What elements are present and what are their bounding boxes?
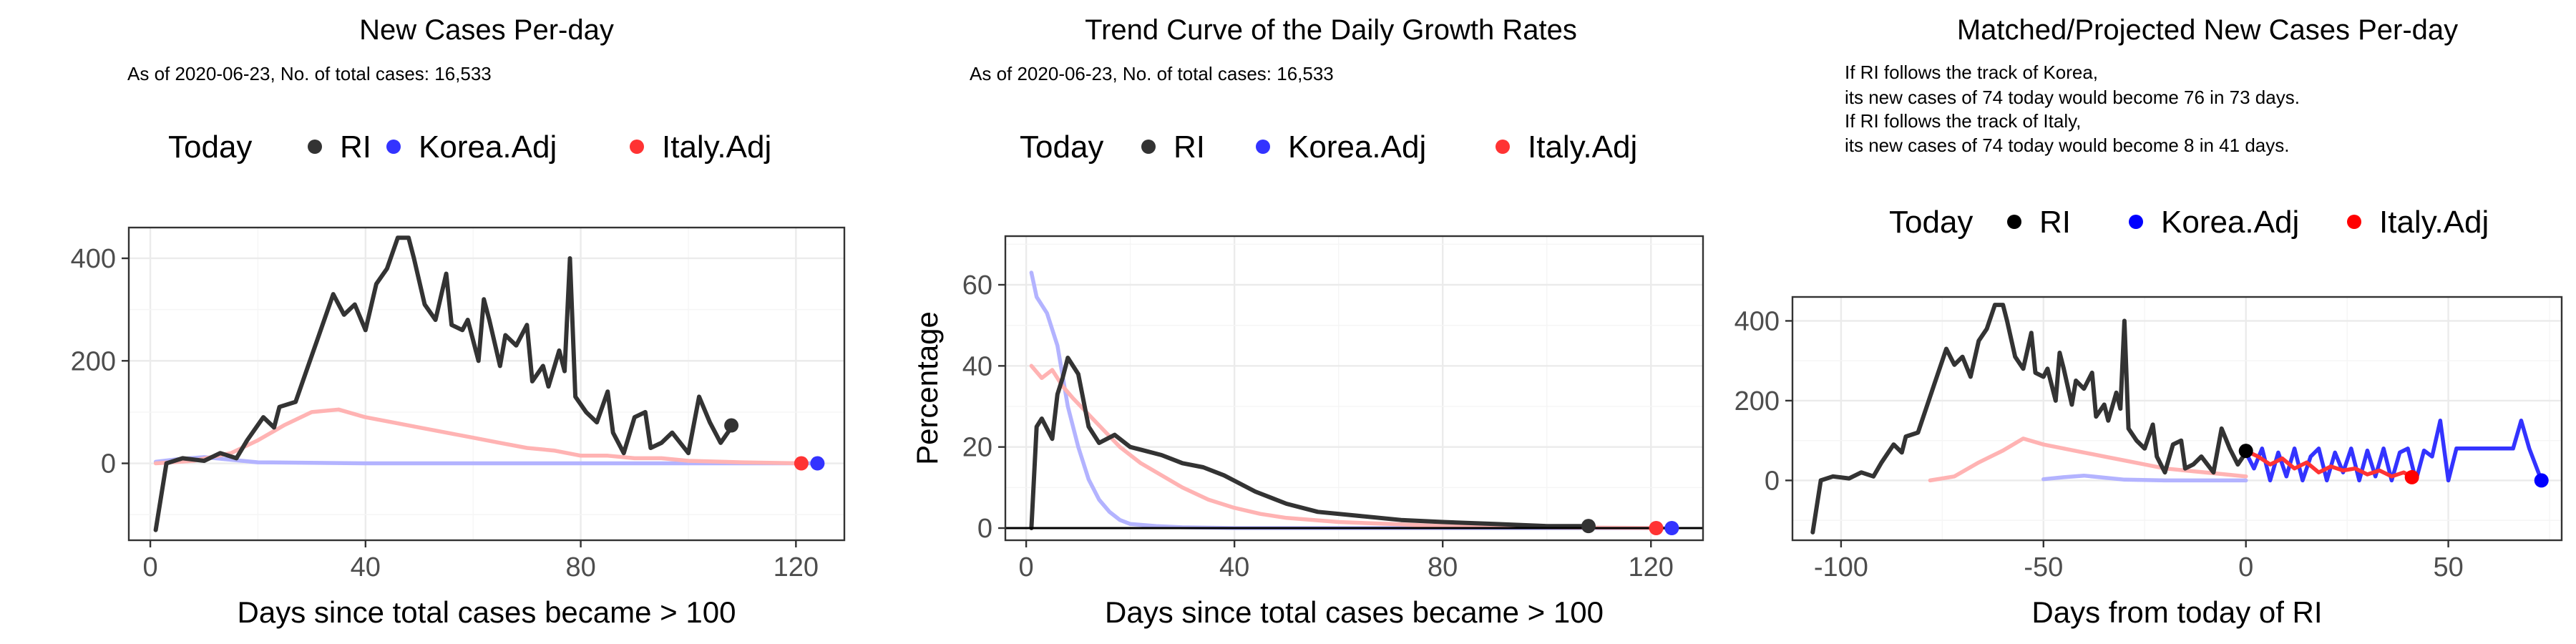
chart-note: If RI follows the track of Korea, <box>1845 62 2098 83</box>
x-tick-label: 40 <box>351 552 381 582</box>
chart-note: If RI follows the track of Italy, <box>1845 110 2081 132</box>
series-line <box>153 235 734 532</box>
today-marker <box>810 456 825 471</box>
chart-title: Trend Curve of the Daily Growth Rates <box>1085 14 1577 46</box>
x-tick-label: 0 <box>143 552 158 582</box>
y-tick-label: 20 <box>962 433 992 463</box>
legend-label: Korea.Adj <box>2161 205 2299 240</box>
today-marker <box>2534 473 2549 488</box>
x-tick-label: 80 <box>565 552 595 582</box>
series-line <box>1810 303 2248 535</box>
today-marker <box>1581 519 1596 534</box>
x-tick-label: 0 <box>2238 552 2253 582</box>
chart-note: its new cases of 74 today would become 7… <box>1845 87 2300 108</box>
x-axis-title: Days from today of RI <box>2031 595 2322 629</box>
series-line <box>2041 473 2248 483</box>
chart-note: its new cases of 74 today would become 8… <box>1845 135 2289 156</box>
y-tick-label: 200 <box>71 346 116 376</box>
series-line <box>153 407 804 466</box>
today-marker <box>2404 469 2419 484</box>
chart-title: New Cases Per-day <box>359 14 614 46</box>
x-tick-label: 40 <box>1219 552 1249 582</box>
today-marker <box>724 418 739 433</box>
plot-border <box>1004 235 1704 542</box>
series-line <box>2243 449 2414 479</box>
chart-panel-1: New Cases Per-day As of 2020-06-23, No. o… <box>71 14 846 629</box>
legend-key <box>1141 140 1156 154</box>
legend-key <box>630 140 644 154</box>
chart-subtitle: As of 2020-06-23, No. of total cases: 16… <box>970 63 1334 84</box>
chart-title: Matched/Projected New Cases Per-day <box>1957 14 2458 46</box>
legend-title: Today <box>168 130 252 165</box>
today-marker <box>1649 521 1664 535</box>
y-tick-label: 0 <box>1765 466 1780 496</box>
y-tick-label: 200 <box>1735 386 1780 416</box>
legend-key <box>2347 215 2361 229</box>
y-tick-label: 0 <box>101 449 116 479</box>
legend-label: RI <box>340 130 371 165</box>
today-marker <box>2238 444 2253 459</box>
y-tick-label: 400 <box>1735 306 1780 336</box>
legend-label: Italy.Adj <box>662 130 771 165</box>
x-tick-label: 120 <box>774 552 819 582</box>
x-axis-title: Days since total cases became > 100 <box>238 595 736 629</box>
legend-label: Korea.Adj <box>1288 130 1426 165</box>
legend-key <box>1256 140 1270 154</box>
legend-key <box>308 140 322 154</box>
x-tick-label: 50 <box>2433 552 2463 582</box>
plot-border <box>127 226 846 542</box>
plot-background <box>1005 236 1703 540</box>
legend-title: Today <box>1889 205 1973 240</box>
plot-background <box>1792 297 2562 540</box>
legend-key <box>386 140 401 154</box>
y-tick-label: 400 <box>71 244 116 274</box>
plot-border <box>1791 296 2563 542</box>
today-marker <box>794 456 809 471</box>
y-tick-label: 0 <box>977 514 992 544</box>
y-tick-label: 40 <box>962 351 992 381</box>
series-line <box>2243 419 2544 483</box>
plot-background <box>129 228 844 540</box>
legend-key <box>2129 215 2143 229</box>
legend-label: RI <box>1174 130 1205 165</box>
legend-title: Today <box>1020 130 1103 165</box>
x-tick-label: 0 <box>1019 552 1034 582</box>
y-tick-label: 60 <box>962 270 992 301</box>
series-line <box>1928 436 2248 483</box>
chart-panel-2: Trend Curve of the Daily Growth Rates As … <box>910 14 1704 629</box>
legend-label: RI <box>2039 205 2071 240</box>
series-line <box>1029 356 1591 530</box>
y-axis-title: Percentage <box>910 311 944 465</box>
legend-label: Korea.Adj <box>419 130 557 165</box>
x-tick-label: -100 <box>1814 552 1868 582</box>
chart-subtitle: As of 2020-06-23, No. of total cases: 16… <box>127 63 492 84</box>
legend-label: Italy.Adj <box>2379 205 2489 240</box>
series-line <box>1029 364 1659 530</box>
x-tick-label: 120 <box>1629 552 1674 582</box>
legend-key <box>1496 140 1510 154</box>
today-marker <box>1664 521 1679 535</box>
chart-panel-3: Matched/Projected New Cases Per-day If RI… <box>1735 14 2563 629</box>
x-tick-label: -50 <box>2024 552 2063 582</box>
legend-label: Italy.Adj <box>1528 130 1637 165</box>
x-tick-label: 80 <box>1428 552 1458 582</box>
x-axis-title: Days since total cases became > 100 <box>1105 595 1604 629</box>
legend-key <box>2007 215 2021 229</box>
